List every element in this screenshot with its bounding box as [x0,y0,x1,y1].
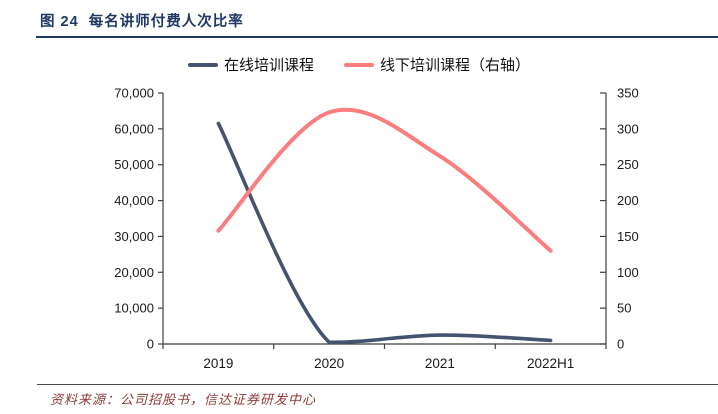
chart-legend: 在线培训课程 线下培训课程（右轴） [0,54,718,75]
figure-title: 图 24 每名讲师付费人次比率 [40,14,244,30]
y-axis-left-tick-label: 10,000 [114,301,154,316]
series-line-online [216,121,553,345]
x-axis-category-label: 2021 [425,356,455,371]
y-axis-left-tick-label: 30,000 [114,229,154,244]
x-axis-category-label: 2020 [314,356,344,371]
x-axis-category-label: 2019 [203,356,233,371]
y-axis-right-tick-label: 350 [617,86,639,101]
y-axis-right-tick-label: 250 [617,157,639,172]
chart-area: 0 0 10,000 50 20,000 100 30,000 150 40,000 200 50,… [0,80,718,380]
legend-item-offline[interactable]: 线下培训课程（右轴） [344,54,530,75]
y-axis-left-tick-label: 50,000 [114,157,154,172]
legend-label-online: 在线培训课程 [223,57,314,74]
legend-label-offline: 线下培训课程（右轴） [380,57,531,74]
y-axis-right-tick-label: 0 [617,337,624,352]
x-axis-category-label: 2022H1 [527,356,574,371]
footer-divider [37,384,718,385]
y-axis-right-tick-label: 200 [617,193,639,208]
y-axis-left-tick-label: 20,000 [114,265,154,280]
y-axis-right-tick-label: 100 [617,265,639,280]
y-axis-right-tick-label: 50 [617,301,631,316]
line-chart: 0 0 10,000 50 20,000 100 30,000 150 40,000 200 50,… [114,86,639,372]
y-axis-right-tick-label: 150 [617,229,639,244]
y-axis-left-tick-label: 40,000 [114,193,154,208]
series-line-offline [216,107,553,253]
legend-item-online[interactable]: 在线培训课程 [187,54,314,75]
y-axis-left-tick-label: 0 [147,337,154,352]
y-axis-right-tick-label: 300 [617,121,639,136]
legend-line-swatch-online [187,62,218,67]
y-axis-left-tick-label: 70,000 [114,86,154,101]
title-divider [36,36,718,38]
source-note: 资料来源：公司招股书，信达证券研发中心 [50,392,317,407]
y-axis-left-tick-label: 60,000 [114,121,154,136]
legend-line-swatch-offline [344,62,374,67]
